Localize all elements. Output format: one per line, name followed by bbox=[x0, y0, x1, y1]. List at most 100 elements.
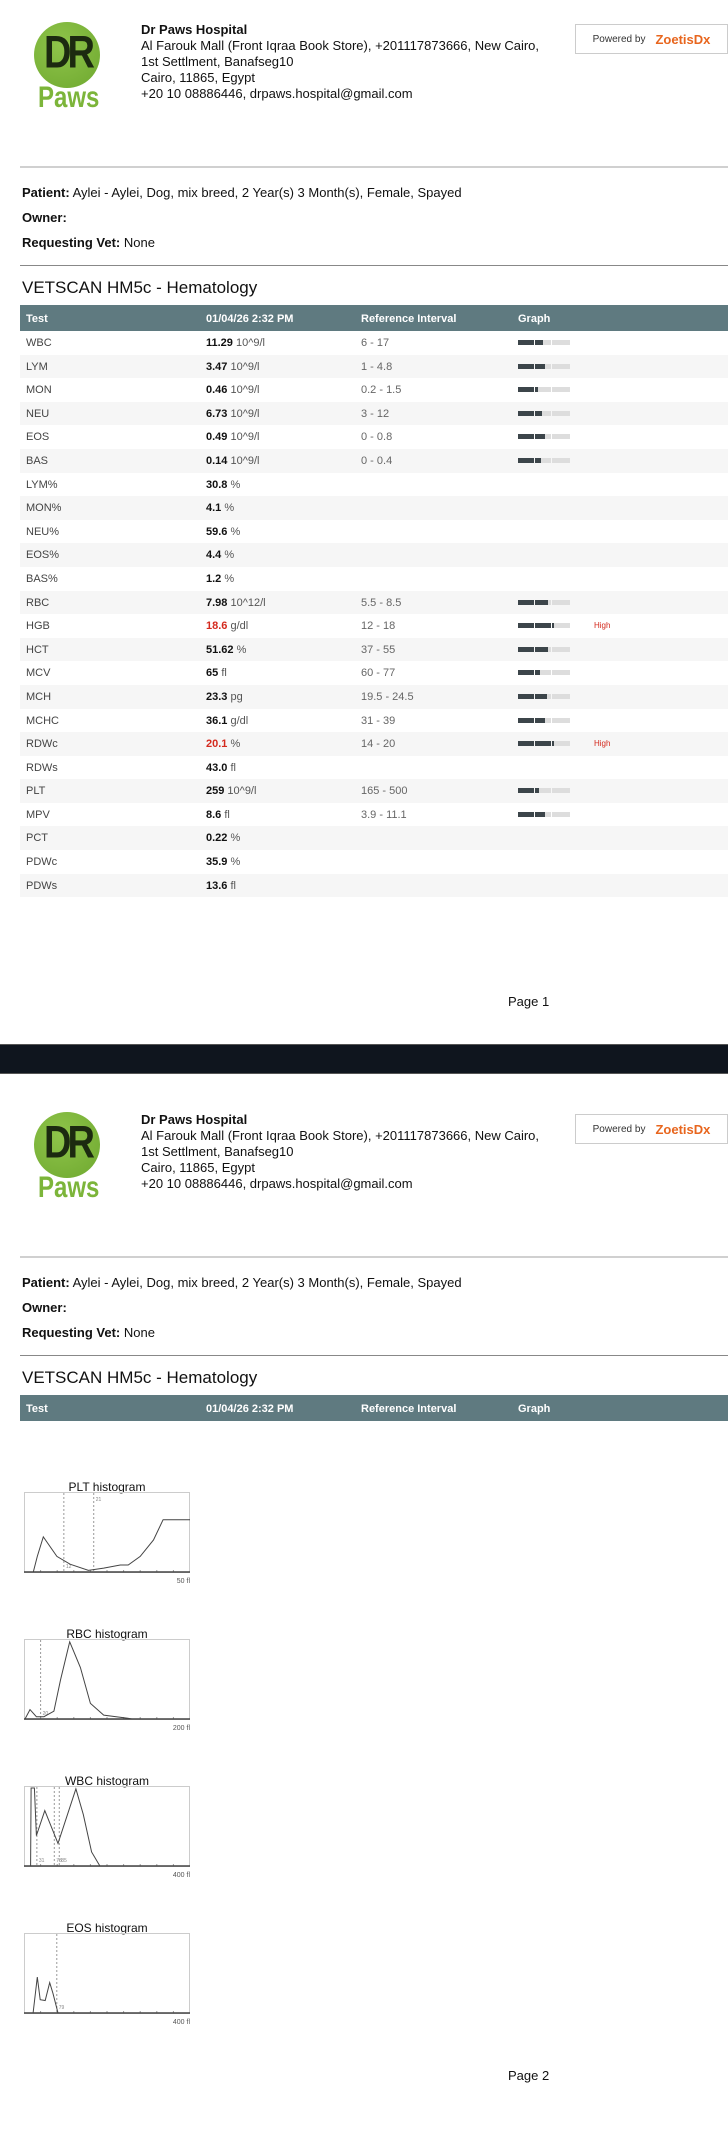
hospital-address-1: Al Farouk Mall (Front Iqraa Book Store),… bbox=[141, 38, 540, 53]
hospital-contact: +20 10 08886446, drpaws.hospital@gmail.c… bbox=[141, 1176, 413, 1191]
test-value: 13.6 fl bbox=[206, 879, 236, 892]
table-row: HCT 51.62 % 37 - 55 bbox=[20, 637, 728, 662]
range-graph bbox=[518, 340, 588, 345]
histogram-curve bbox=[24, 1640, 132, 1720]
marker-label: 85 bbox=[61, 1858, 67, 1864]
zoetisdx-logo: ZoetisDx bbox=[655, 31, 711, 47]
range-graph-fill bbox=[518, 670, 534, 676]
test-name: PCT bbox=[26, 832, 48, 845]
divider bbox=[20, 1355, 728, 1356]
histogram-title: WBC histogram bbox=[64, 1774, 150, 1788]
test-name: MON% bbox=[26, 502, 62, 515]
reference-interval: 12 - 18 bbox=[361, 620, 396, 633]
table-row: BAS 0.14 10^9/l 0 - 0.4 bbox=[20, 448, 728, 473]
range-graph-fill bbox=[535, 599, 549, 605]
reference-interval: 60 - 77 bbox=[361, 667, 396, 680]
test-name: MCHC bbox=[26, 714, 59, 727]
test-name: PLT bbox=[26, 785, 46, 798]
x-axis-label: 50 fl bbox=[176, 1578, 190, 1585]
marker-label: 12 bbox=[66, 1564, 72, 1570]
range-graph-fill bbox=[518, 646, 534, 652]
vet-line: Requesting Vet: None bbox=[22, 235, 155, 250]
hospital-address-1: Al Farouk Mall (Front Iqraa Book Store),… bbox=[141, 1128, 540, 1143]
test-value: 6.73 10^9/l bbox=[206, 407, 260, 420]
test-value: 43.0 fl bbox=[206, 761, 236, 774]
test-name: MCV bbox=[26, 667, 51, 680]
range-graph-fill bbox=[518, 387, 534, 393]
table-row: RDWc 20.1 % 14 - 20 High bbox=[20, 732, 728, 756]
test-value: 18.6 g/dl bbox=[206, 620, 249, 633]
test-value: 0.49 10^9/l bbox=[206, 431, 260, 444]
table-row: HGB 18.6 g/dl 12 - 18 High bbox=[20, 614, 728, 638]
range-graph-fill bbox=[518, 811, 534, 817]
col-reference: Reference Interval bbox=[361, 313, 457, 325]
table-row: RDWs 43.0 fl bbox=[20, 756, 728, 780]
col-test: Test bbox=[26, 313, 48, 325]
table-row: MPV 8.6 fl 3.9 - 11.1 bbox=[20, 803, 728, 827]
range-graph-fill bbox=[535, 457, 541, 463]
test-value: 7.98 10^12/l bbox=[206, 596, 266, 609]
plot-frame bbox=[24, 1492, 190, 1573]
range-graph bbox=[518, 434, 588, 440]
range-graph-fill bbox=[535, 717, 546, 723]
range-graph-fill bbox=[535, 670, 540, 676]
range-graph-fill bbox=[518, 717, 534, 723]
test-name: EOS bbox=[26, 431, 50, 444]
table-row: BAS% 1.2 % bbox=[20, 567, 728, 591]
reference-interval: 1 - 4.8 bbox=[361, 360, 393, 373]
test-name: BAS bbox=[26, 454, 49, 467]
range-graph-fill bbox=[518, 741, 534, 747]
reference-interval: 3.9 - 11.1 bbox=[361, 808, 407, 821]
hospital-address-3: Cairo, 11865, Egypt bbox=[141, 70, 255, 85]
table-row: MON% 4.1 % bbox=[20, 496, 728, 520]
test-name: LYM% bbox=[26, 478, 58, 491]
test-name: EOS% bbox=[26, 549, 60, 562]
range-graph-fill bbox=[535, 811, 546, 817]
test-name: PDWs bbox=[26, 879, 58, 892]
plot-frame bbox=[24, 1639, 190, 1720]
reference-interval: 3 - 12 bbox=[361, 407, 390, 420]
range-graph-fill bbox=[518, 599, 534, 605]
clinic-logo: DR Paws bbox=[34, 22, 102, 114]
range-graph-fill bbox=[535, 363, 546, 369]
range-graph-fill bbox=[518, 788, 534, 794]
reference-interval: 0.2 - 1.5 bbox=[361, 384, 402, 397]
patient-line: Patient: Aylei - Aylei, Dog, mix breed, … bbox=[22, 185, 462, 200]
report-title: VETSCAN HM5c - Hematology bbox=[22, 1368, 258, 1387]
test-value: 259 10^9/l bbox=[206, 785, 257, 798]
range-graph-fill bbox=[518, 623, 534, 629]
table-row: RBC 7.98 10^12/l 5.5 - 8.5 bbox=[20, 590, 728, 615]
col-date: 01/04/26 2:32 PM bbox=[206, 1403, 294, 1415]
page-separator bbox=[0, 1044, 728, 1074]
test-name: MON bbox=[26, 384, 52, 397]
test-value: 23.3 pg bbox=[206, 690, 243, 703]
test-name: PDWc bbox=[26, 856, 58, 869]
range-graph-fill bbox=[535, 387, 539, 393]
test-value: 35.9 % bbox=[206, 856, 241, 869]
range-graph-fill bbox=[518, 363, 534, 369]
table-row: MCV 65 fl 60 - 77 bbox=[20, 661, 728, 685]
histogram-curve bbox=[24, 1519, 190, 1573]
range-graph bbox=[518, 811, 588, 817]
table-row: MON 0.46 10^9/l 0.2 - 1.5 bbox=[20, 378, 728, 402]
marker-label: 20 bbox=[43, 1711, 49, 1717]
range-graph-fill bbox=[518, 457, 534, 463]
range-graph-fill bbox=[518, 410, 534, 416]
table-row: NEU 6.73 10^9/l 3 - 12 bbox=[20, 401, 728, 426]
table-row: LYM% 30.8 % bbox=[20, 473, 728, 497]
vet-line: Requesting Vet: None bbox=[22, 1325, 155, 1340]
test-value: 65 fl bbox=[206, 667, 227, 680]
test-value: 11.29 10^9/l bbox=[206, 337, 265, 349]
results-table: WBC 11.29 10^9/l 6 - 17 LYM 3.47 10^9/l 1… bbox=[20, 331, 728, 898]
range-graph-fill bbox=[518, 693, 534, 699]
test-name: NEU bbox=[26, 407, 50, 420]
range-graph bbox=[518, 717, 588, 723]
range-graph-fill bbox=[535, 788, 540, 794]
range-graph bbox=[518, 646, 588, 652]
x-axis-label: 400 fl bbox=[172, 1872, 190, 1879]
range-graph bbox=[518, 741, 588, 747]
test-name: LYM bbox=[26, 360, 48, 373]
table-row: PCT 0.22 % bbox=[20, 826, 728, 851]
reference-interval: 31 - 39 bbox=[361, 714, 396, 727]
clinic-logo: DR Paws bbox=[34, 1112, 102, 1204]
